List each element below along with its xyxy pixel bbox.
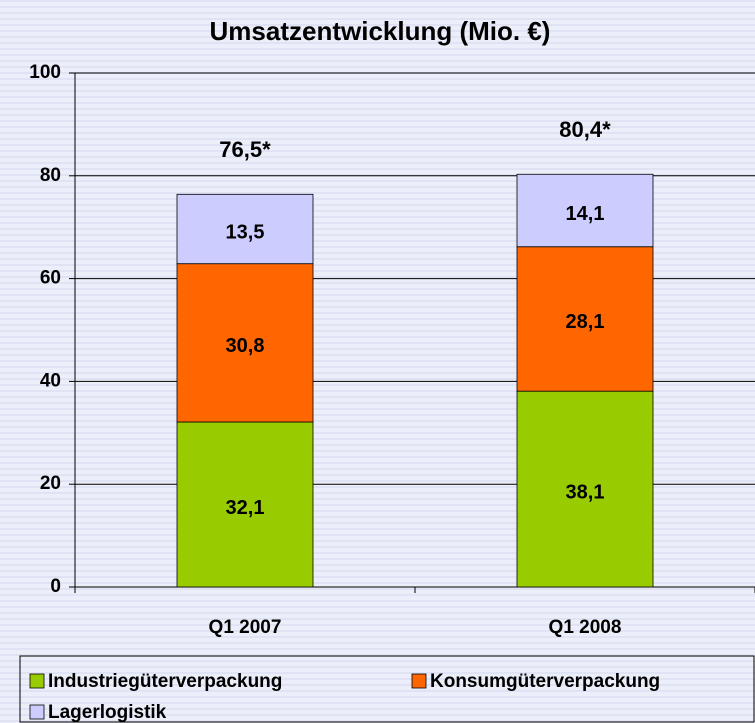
chart-title: Umsatzentwicklung (Mio. €) <box>210 16 551 46</box>
y-tick-label: 80 <box>40 165 61 186</box>
y-tick-label: 60 <box>40 268 61 289</box>
y-tick-label: 40 <box>40 370 61 391</box>
value-label: 38,1 <box>566 481 605 503</box>
value-label: 13,5 <box>226 221 265 243</box>
value-label: 30,8 <box>226 335 265 357</box>
total-label: 80,4* <box>559 117 611 142</box>
legend-box <box>19 655 755 723</box>
value-label: 32,1 <box>226 497 265 519</box>
y-tick-label: 100 <box>29 62 61 83</box>
bar-segment <box>176 263 314 423</box>
y-tick-label: 20 <box>40 473 61 494</box>
legend-label: Industriegüterverpackung <box>48 671 282 692</box>
legend-label: Lagerlogistik <box>48 702 167 723</box>
bar-segment <box>176 193 314 265</box>
total-label: 76,5* <box>219 137 271 162</box>
legend-swatch <box>411 673 427 689</box>
bar-segment <box>176 421 314 588</box>
x-tick-label: Q1 2007 <box>209 617 282 638</box>
value-label: 28,1 <box>566 311 605 333</box>
value-label: 14,1 <box>566 203 605 225</box>
bar-segment <box>516 173 654 248</box>
y-tick-label: 0 <box>50 576 61 597</box>
legend-swatch <box>29 704 45 720</box>
legend-swatch <box>29 673 45 689</box>
bar-segment <box>516 390 654 588</box>
bar-segment <box>516 246 654 392</box>
legend-label: Konsumgüterverpackung <box>430 671 660 692</box>
x-tick-label: Q1 2008 <box>549 617 622 638</box>
